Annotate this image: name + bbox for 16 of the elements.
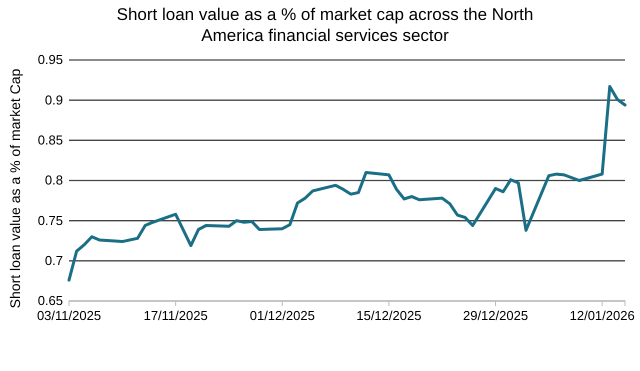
x-tick-label: 29/12/2025 [462,308,528,324]
y-tick-label: 0.9 [44,92,63,108]
x-tick-label: 15/12/2025 [356,308,422,324]
y-tick-label: 0.7 [44,252,63,268]
x-tick-label: 17/11/2025 [144,308,208,324]
y-axis-title: Short loan value as a % of market Cap [7,68,23,308]
y-tick-label: 0.65 [38,293,63,308]
y-tick-label: 0.85 [38,132,63,148]
x-tick-label: 03/11/2025 [36,308,102,324]
y-tick-label: 0.75 [38,212,63,228]
y-tick-label: 0.8 [44,172,63,188]
x-tick-label: 12/01/2026 [570,308,635,324]
y-tick-label: 0.95 [38,52,63,68]
x-tick-label: 01/12/2025 [250,308,315,324]
chart-title: Short loan value as a % of market cap across the North America financial services sector [116,5,534,45]
line-series [68,85,626,282]
